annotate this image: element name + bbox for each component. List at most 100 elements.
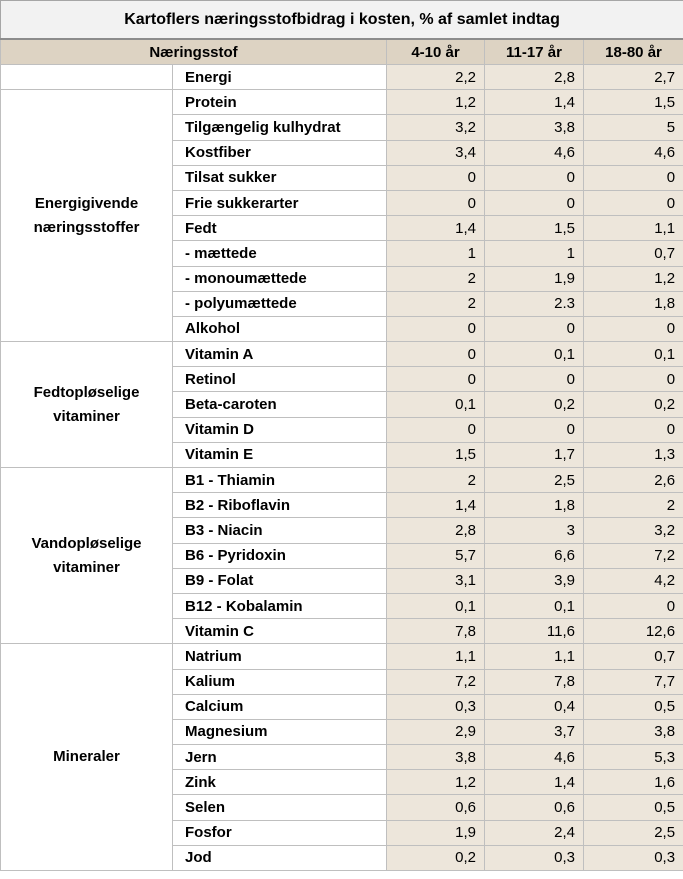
- value-cell: 2,9: [386, 718, 485, 746]
- value-cell: 5,3: [582, 744, 683, 771]
- table-row: Energigivende næringsstoffer Protein 1,2 1,…: [0, 89, 683, 343]
- header-cell: 4-10 år: [386, 38, 485, 65]
- value-cell: 1,2: [582, 265, 683, 292]
- header-cell: Næringsstof: [0, 38, 387, 65]
- group-label: Fedtopløselige vitaminer: [0, 341, 173, 468]
- table-row: Jod 0,2 0,3 0,3: [1, 844, 683, 872]
- table-row: Calcium 0,3 0,4 0,5: [1, 693, 683, 720]
- value-cell: 3,7: [484, 718, 584, 746]
- value-cell: 0,4: [484, 693, 584, 720]
- nutrient-name: Natrium: [172, 643, 387, 670]
- value-cell: 2,8: [484, 63, 584, 91]
- value-cell: 7,8: [484, 668, 584, 695]
- value-cell: 1,4: [484, 769, 584, 796]
- nutrient-name: Energi: [172, 63, 387, 91]
- value-cell: 0: [582, 315, 683, 343]
- value-cell: 1,3: [582, 441, 683, 469]
- nutrient-name: Fosfor: [172, 819, 387, 846]
- value-cell: 0,7: [582, 643, 683, 670]
- value-cell: 3,2: [386, 114, 485, 141]
- value-cell: 0,1: [386, 391, 485, 418]
- table-row: Fosfor 1,9 2,4 2,5: [1, 819, 683, 846]
- nutrient-name: Fedt: [172, 215, 387, 242]
- nutrient-name: Tilgængelig kulhydrat: [172, 114, 387, 141]
- value-cell: 0,3: [484, 844, 584, 872]
- group-label: [0, 63, 173, 91]
- value-cell: 7,7: [582, 668, 683, 695]
- nutrient-name: B3 - Niacin: [172, 517, 387, 544]
- value-cell: 1,7: [484, 441, 584, 469]
- table-row: Kalium 7,2 7,8 7,7: [1, 668, 683, 695]
- value-cell: 2,7: [582, 63, 683, 91]
- nutrient-name: Magnesium: [172, 718, 387, 746]
- table-row: Energi 2,2 2,8 2,7: [0, 63, 683, 91]
- value-cell: 1,8: [582, 290, 683, 317]
- value-cell: 4,2: [582, 567, 683, 594]
- group-label: Energigivende næringsstoffer: [0, 89, 173, 343]
- table-title: Kartoflers næringsstofbidrag i kosten, %…: [0, 0, 683, 40]
- value-cell: 3,8: [386, 744, 485, 771]
- value-cell: 1,6: [582, 769, 683, 796]
- value-cell: 1,5: [582, 89, 683, 116]
- value-cell: 0,1: [484, 341, 584, 368]
- value-cell: 0,2: [484, 391, 584, 418]
- value-cell: 3,4: [386, 139, 485, 166]
- nutrient-name: Kalium: [172, 668, 387, 695]
- value-cell: 7,8: [386, 618, 485, 645]
- nutrient-name: Vitamin E: [172, 441, 387, 469]
- value-cell: 0: [582, 189, 683, 217]
- value-cell: 0: [386, 315, 485, 343]
- table-row: Vandopløselige vitaminer B1 - Thiamin 2 2,5…: [0, 466, 683, 645]
- value-cell: 0,6: [484, 794, 584, 821]
- nutrient-name: B1 - Thiamin: [172, 466, 387, 494]
- nutrient-name: - mættede: [172, 240, 387, 267]
- table-row: B3 - Niacin 2,8 3 3,2: [1, 517, 683, 544]
- value-cell: 0: [386, 416, 485, 443]
- value-cell: 2,5: [582, 819, 683, 846]
- value-cell: 1: [484, 240, 584, 267]
- table-row: Magnesium 2,9 3,7 3,8: [1, 718, 683, 746]
- value-cell: 2: [386, 290, 485, 317]
- table-row: Jern 3,8 4,6 5,3: [1, 744, 683, 771]
- value-cell: 0: [582, 592, 683, 620]
- nutrient-name: Retinol: [172, 366, 387, 393]
- value-cell: 0: [386, 189, 485, 217]
- table-row: Kostfiber 3,4 4,6 4,6: [1, 139, 683, 166]
- value-cell: 7,2: [582, 542, 683, 569]
- nutrient-name: Vitamin D: [172, 416, 387, 443]
- value-cell: 1,1: [386, 643, 485, 670]
- value-cell: 1,8: [484, 492, 584, 519]
- value-cell: 0: [386, 366, 485, 393]
- nutrient-name: Beta-caroten: [172, 391, 387, 418]
- table-row: B9 - Folat 3,1 3,9 4,2: [1, 567, 683, 594]
- value-cell: 0,2: [386, 844, 485, 872]
- value-cell: 2: [386, 265, 485, 292]
- table-row: B12 - Kobalamin 0,1 0,1 0: [1, 592, 683, 620]
- nutrient-name: B6 - Pyridoxin: [172, 542, 387, 569]
- nutrient-name: - monoumættede: [172, 265, 387, 292]
- value-cell: 1: [386, 240, 485, 267]
- table-row: Vitamin E 1,5 1,7 1,3: [1, 441, 683, 469]
- value-cell: 3,8: [484, 114, 584, 141]
- value-cell: 0: [386, 164, 485, 191]
- table-row: Mineraler Natrium 1,1 1,1 0,7: [0, 643, 683, 871]
- value-cell: 2.3: [484, 290, 584, 317]
- value-cell: 5,7: [386, 542, 485, 569]
- value-cell: 0: [484, 189, 584, 217]
- value-cell: 11,6: [484, 618, 584, 645]
- nutrient-name: Calcium: [172, 693, 387, 720]
- nutrient-name: B12 - Kobalamin: [172, 592, 387, 620]
- nutrient-name: Vitamin A: [172, 341, 387, 368]
- table-row: B2 - Riboflavin 1,4 1,8 2: [1, 492, 683, 519]
- value-cell: 0,1: [386, 592, 485, 620]
- value-cell: 3,8: [582, 718, 683, 746]
- value-cell: 1,9: [386, 819, 485, 846]
- value-cell: 3,2: [582, 517, 683, 544]
- value-cell: 1,4: [484, 89, 584, 116]
- value-cell: 7,2: [386, 668, 485, 695]
- table-row: Zink 1,2 1,4 1,6: [1, 769, 683, 796]
- value-cell: 4,6: [484, 139, 584, 166]
